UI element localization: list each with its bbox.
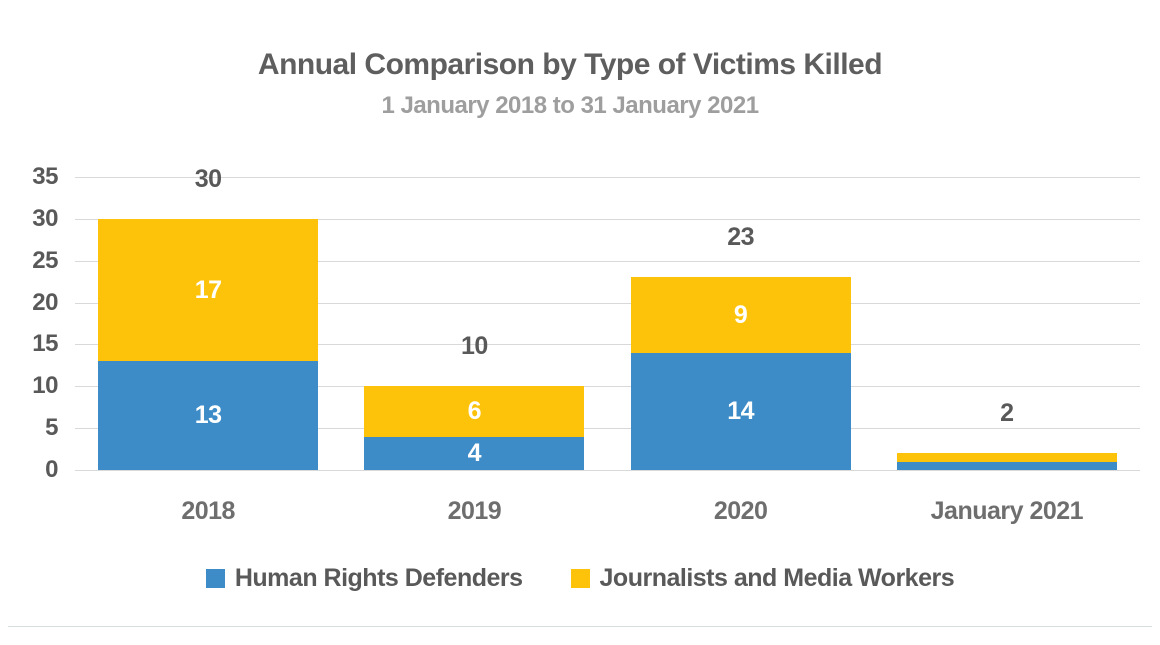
y-tick-label: 10 [32, 372, 58, 400]
y-tick-label: 5 [45, 414, 58, 442]
segment-journalists-and-media-workers: 9 [630, 277, 851, 353]
x-tick-label-2018: 2018 [181, 497, 235, 525]
segment-journalists-and-media-workers: 17 [98, 218, 319, 362]
legend-item-human-rights-defenders: Human Rights Defenders [205, 563, 523, 593]
segment-value-label: 14 [727, 396, 755, 425]
x-tick-label-2019: 2019 [447, 497, 502, 525]
y-tick-label: 25 [32, 246, 58, 274]
segment-value-label: 17 [194, 275, 222, 304]
bar-2020: 9 14 [630, 277, 851, 470]
chart-subtitle: 1 January 2018 to 31 January 2021 [381, 92, 759, 119]
legend-swatch [570, 568, 590, 588]
x-tick-label-2020: 2020 [713, 497, 768, 525]
segment-journalists-and-media-workers: 6 [364, 386, 585, 437]
y-tick-label: 20 [32, 288, 58, 316]
y-tick-label: 15 [32, 330, 58, 358]
segment-human-rights-defenders: 4 [364, 436, 585, 470]
segment-value-label: 6 [467, 396, 482, 425]
x-tick-label-january-2021: January 2021 [930, 497, 1084, 525]
segment-value-label: 4 [467, 438, 482, 467]
segment-value-label: 9 [733, 300, 748, 329]
chart-title: Annual Comparison by Type of Victims Kil… [257, 48, 883, 81]
total-label: 23 [727, 223, 755, 252]
legend-label: Human Rights Defenders [234, 563, 523, 592]
bottom-divider [8, 626, 1152, 627]
segment-value-label: 13 [194, 401, 222, 430]
legend-label: Journalists and Media Workers [599, 563, 955, 592]
total-label: 2 [1000, 399, 1014, 428]
legend-item-journalists-and-media-workers: Journalists and Media Workers [570, 563, 955, 593]
legend: Human Rights Defenders Journalists and Me… [0, 560, 1160, 596]
gridline [75, 302, 1140, 304]
gridline [75, 428, 1140, 430]
segment-human-rights-defenders: 13 [98, 361, 319, 470]
gridline [75, 218, 1140, 220]
segment-journalists-and-media-workers [896, 453, 1117, 462]
total-label: 30 [194, 164, 222, 193]
segment-human-rights-defenders [896, 461, 1117, 470]
gridline [75, 386, 1140, 388]
y-tick-label: 0 [45, 456, 58, 483]
legend-swatch [205, 568, 225, 588]
bar-january-2021 [896, 453, 1117, 470]
segment-human-rights-defenders: 14 [630, 352, 851, 470]
gridline [75, 344, 1140, 346]
bar-2018: 17 13 [98, 218, 319, 470]
total-label: 10 [460, 332, 488, 361]
gridline [75, 470, 1140, 471]
plot-area: 17 13 30 6 4 10 9 14 23 2 [75, 165, 1140, 471]
y-tick-label: 35 [32, 163, 58, 190]
gridline [75, 260, 1140, 262]
gridline [75, 177, 1140, 178]
y-tick-label: 30 [32, 204, 58, 232]
